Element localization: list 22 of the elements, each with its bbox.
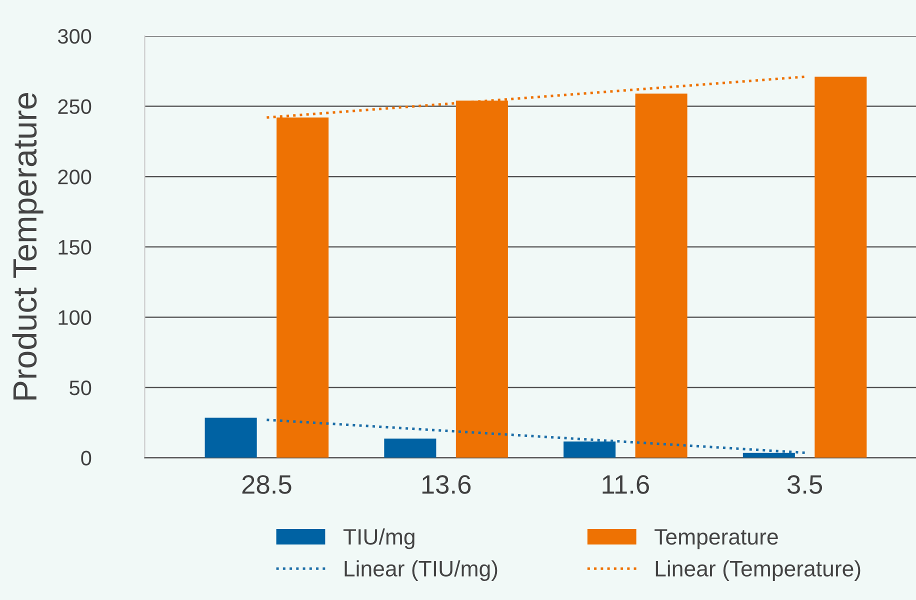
y-tick-label: 300 <box>58 29 92 44</box>
x-tick-label: 3.5 <box>787 475 822 494</box>
y-axis-title: Product Temperature <box>12 93 44 400</box>
x-tick-label: 28.5 <box>242 475 292 494</box>
legend-label: Linear (Temperature) <box>656 560 860 581</box>
y-tick-label: 250 <box>58 99 92 114</box>
bar <box>635 94 688 458</box>
bar <box>564 441 616 458</box>
bar <box>204 418 257 458</box>
bar <box>814 76 867 458</box>
bar <box>742 452 795 458</box>
y-tick-label: 50 <box>70 380 92 396</box>
legend-label: Temperature <box>654 529 778 550</box>
x-tick-label: 11.6 <box>602 475 649 494</box>
legend-label: Linear (TIU/mg) <box>344 560 498 581</box>
bar <box>384 438 436 458</box>
y-tick-label: 150 <box>58 240 92 255</box>
y-tick-label: 200 <box>58 170 92 184</box>
x-tick-label: 13.6 <box>422 475 471 494</box>
y-tick-label: 0 <box>81 450 92 466</box>
y-tick-label: 100 <box>58 310 92 325</box>
legend-label: TIU/mg <box>343 528 414 550</box>
